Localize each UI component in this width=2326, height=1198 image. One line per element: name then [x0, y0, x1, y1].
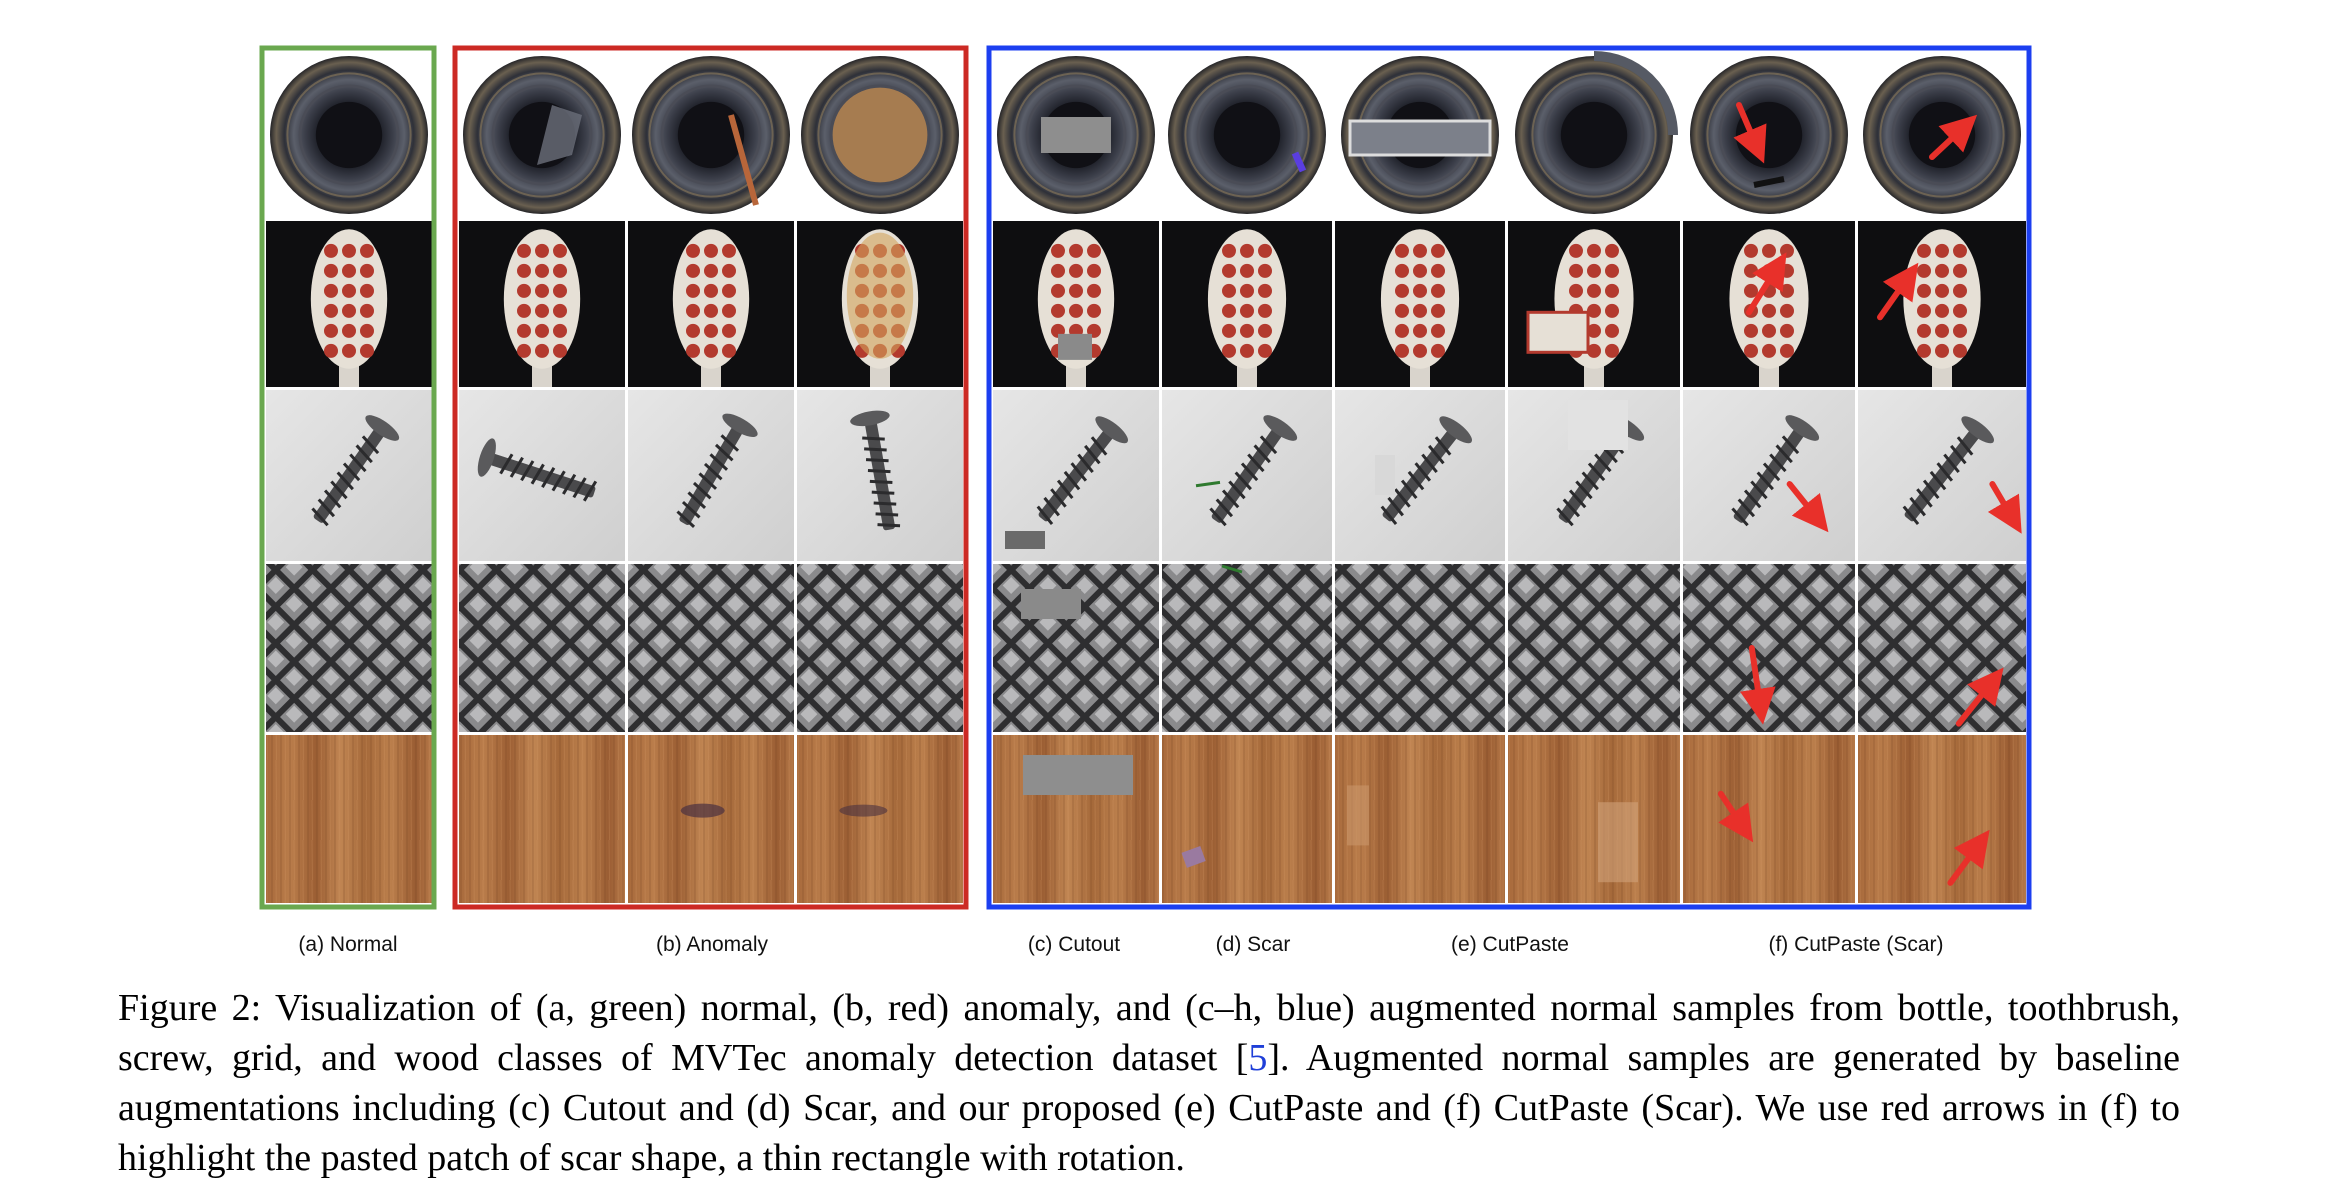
sample-tiles — [266, 51, 2026, 903]
anomaly-frame — [452, 45, 969, 910]
tile-grid-7 — [1508, 564, 1680, 732]
label-cutpaste: (e) CutPaste — [1451, 933, 1569, 956]
tile-wood-7 — [1508, 735, 1680, 903]
tile-bottle-3 — [797, 52, 963, 218]
tile-bottle-8 — [1683, 52, 1855, 218]
tile-toothbrush-9 — [1858, 221, 2026, 387]
tile-grid-8 — [1683, 564, 1855, 732]
group-frames — [259, 45, 2032, 910]
tile-wood-0 — [266, 735, 432, 903]
tile-screw-4 — [993, 390, 1159, 561]
tile-grid-6 — [1335, 564, 1505, 732]
augmented-frame — [986, 45, 2032, 910]
citation-link[interactable]: 5 — [1248, 1037, 1268, 1079]
tile-bottle-7 — [1508, 51, 1680, 218]
tile-screw-0 — [266, 390, 432, 561]
tile-toothbrush-1 — [459, 221, 625, 387]
tile-toothbrush-7 — [1508, 221, 1680, 387]
tile-toothbrush-5 — [1162, 221, 1332, 387]
caption-prefix: Figure 2: Visualization of (a, green) no… — [118, 987, 2180, 1079]
tile-toothbrush-6 — [1335, 221, 1505, 387]
tile-wood-1 — [459, 735, 625, 903]
tile-grid-0 — [266, 564, 432, 732]
tile-screw-8 — [1683, 390, 1855, 561]
tile-bottle-0 — [266, 52, 432, 218]
tile-bottle-1 — [459, 52, 625, 218]
tile-wood-4 — [993, 735, 1159, 903]
tile-screw-9 — [1858, 390, 2026, 561]
tile-bottle-6 — [1335, 52, 1505, 218]
tile-screw-6 — [1335, 390, 1505, 561]
label-cutpaste-scar: (f) CutPaste (Scar) — [1768, 933, 1944, 956]
tile-grid-1 — [459, 564, 625, 732]
label-normal: (a) Normal — [298, 933, 398, 956]
tile-bottle-4 — [993, 52, 1159, 218]
tile-grid-4 — [993, 564, 1159, 732]
tile-toothbrush-0 — [266, 221, 432, 387]
tile-bottle-2 — [628, 52, 794, 218]
tile-wood-9 — [1858, 735, 2026, 903]
figure-grid — [259, 45, 2032, 910]
tile-grid-5 — [1162, 564, 1332, 732]
caption-suffix: ]. Augmented normal samples are generate… — [118, 1037, 2180, 1179]
tile-screw-2 — [628, 390, 794, 561]
tile-screw-3 — [797, 390, 963, 561]
tile-toothbrush-3 — [797, 221, 963, 387]
tile-screw-5 — [1162, 390, 1332, 561]
tile-grid-2 — [628, 564, 794, 732]
figure-caption: Figure 2: Visualization of (a, green) no… — [118, 983, 2180, 1183]
tile-wood-2 — [628, 735, 794, 903]
tile-toothbrush-2 — [628, 221, 794, 387]
label-cutout: (c) Cutout — [1027, 933, 1121, 956]
normal-frame — [259, 45, 437, 910]
tile-grid-3 — [797, 564, 963, 732]
tile-bottle-9 — [1858, 52, 2026, 218]
tile-wood-3 — [797, 735, 963, 903]
tile-toothbrush-4 — [993, 221, 1159, 387]
tile-toothbrush-8 — [1683, 221, 1855, 387]
tile-wood-8 — [1683, 735, 1855, 903]
label-scar: (d) Scar — [1215, 933, 1291, 956]
tile-bottle-5 — [1162, 52, 1332, 218]
tile-screw-1 — [459, 390, 625, 561]
tile-wood-6 — [1335, 735, 1505, 903]
label-anomaly: (b) Anomaly — [655, 933, 769, 956]
tile-screw-7 — [1508, 390, 1680, 561]
tile-wood-5 — [1162, 735, 1332, 903]
tile-grid-9 — [1858, 564, 2026, 732]
